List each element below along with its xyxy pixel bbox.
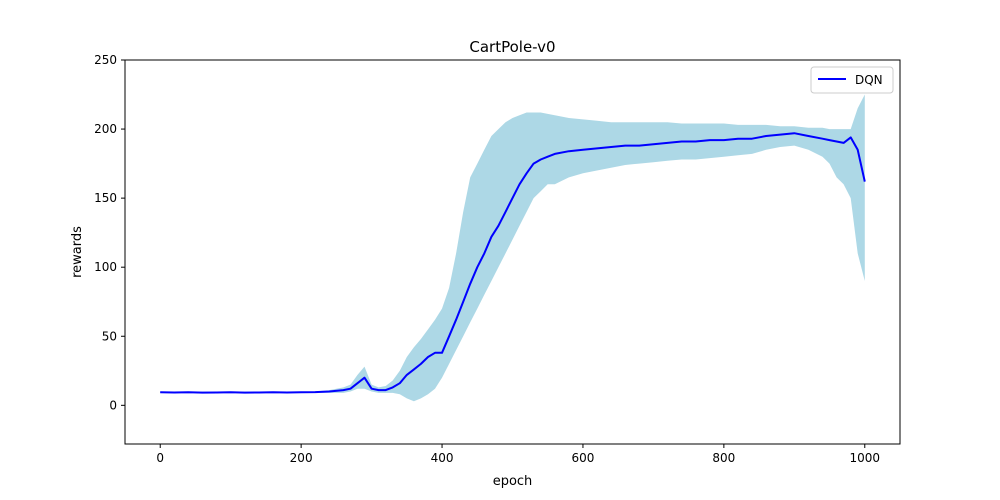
x-tick-label: 800 [712, 451, 735, 465]
y-tick-label: 150 [94, 191, 117, 205]
legend-box [810, 66, 894, 94]
series-line-0 [160, 132, 866, 394]
chart-title: CartPole-v0 [469, 38, 555, 56]
plot-area [160, 94, 866, 402]
x-tick-label: 0 [156, 451, 164, 465]
x-tick-label: 1000 [849, 451, 880, 465]
y-tick-label: 50 [102, 329, 117, 343]
y-tick-label: 250 [94, 53, 117, 67]
legend: DQN [810, 66, 894, 94]
y-axis-label: rewards [70, 226, 85, 278]
x-tick-label: 400 [431, 451, 454, 465]
y-tick-label: 200 [94, 122, 117, 136]
series-band-0 [160, 94, 865, 402]
y-tick-label: 100 [94, 260, 117, 274]
axis-ticks: 0 200 400 600 800 1000 0 50 100 150 200 250 [94, 53, 880, 465]
legend-label-dqn: DQN [855, 73, 883, 87]
y-tick-label: 0 [109, 398, 117, 412]
x-tick-label: 600 [572, 451, 595, 465]
x-tick-label: 200 [290, 451, 313, 465]
plot-frame [124, 59, 901, 445]
x-axis-label: epoch [493, 474, 533, 489]
